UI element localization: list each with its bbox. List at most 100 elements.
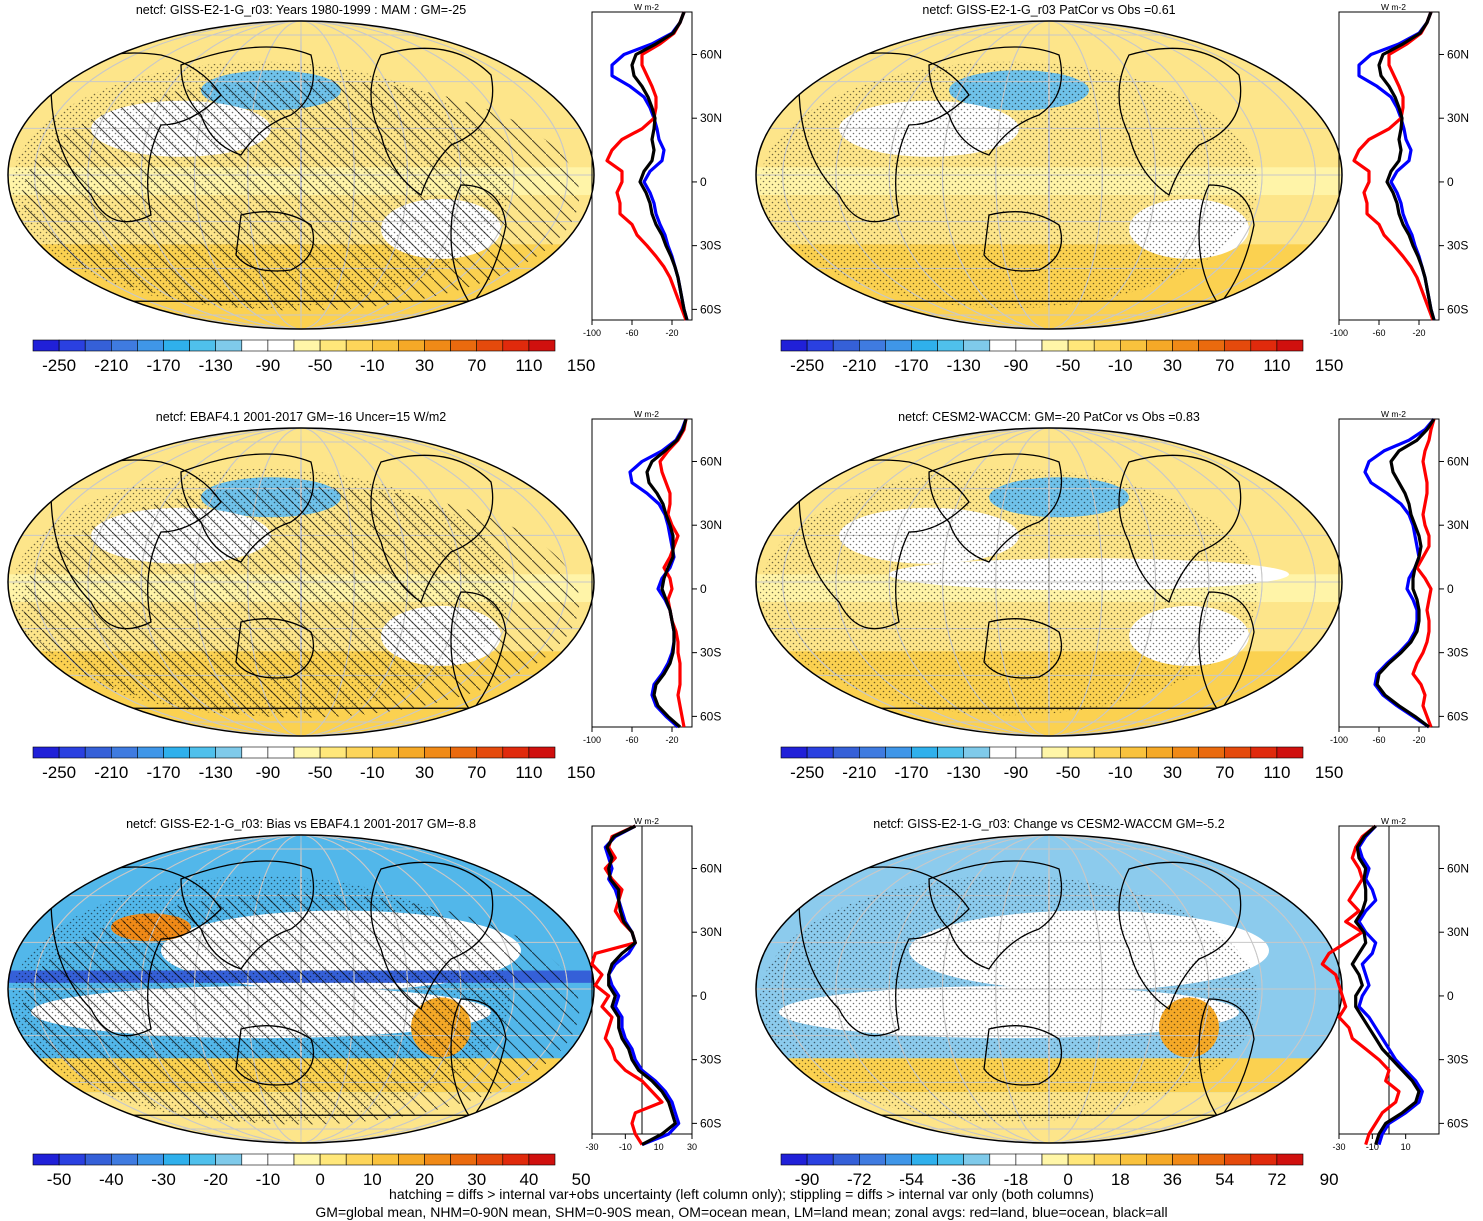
colorbar-swatch [885,746,912,759]
lat-tick-label: 60S [1447,302,1468,316]
x-tick-label: -60 [625,735,638,745]
colorbar-swatch [528,339,556,352]
colorbar-swatch [371,746,399,759]
colorbar-swatch [989,339,1017,352]
x-tick-label: 10 [1401,1142,1411,1152]
colorbar-swatch [476,339,504,352]
colorbar-label: 150 [567,763,595,782]
colorbar-label: 30 [415,356,434,375]
colorbar-swatch [528,1153,556,1166]
colorbar-label: -54 [899,1170,924,1189]
lat-tick-label: 30N [700,111,722,125]
panel-5: netcf: GISS-E2-1-G_r03: Bias vs EBAF4.1 … [7,816,722,1189]
hatch-overlay [22,79,580,311]
colorbar-label: 110 [1263,763,1290,782]
map [7,427,595,737]
colorbar-swatch [32,1153,60,1166]
colorbar-label: -250 [790,763,824,782]
colorbar-label: -210 [842,356,876,375]
colorbar-label: -170 [146,356,180,375]
colorbar-swatch [163,339,190,352]
panel-4: netcf: CESM2-WACCM: GM=-20 PatCor vs Obs… [755,409,1469,782]
continent-north-america [370,861,494,1011]
lat-tick-label: 30S [1447,1053,1468,1067]
colorbar-swatch [398,339,425,352]
x-tick-label: -20 [665,328,678,338]
series-all [605,824,677,1147]
colorbar-swatch [215,746,243,759]
colorbar-swatch [371,1153,399,1166]
colorbar-swatch [1067,746,1095,759]
colorbar-label: 30 [1163,763,1182,782]
colorbar-swatch [502,1153,530,1166]
colorbar-swatch [1120,1153,1147,1166]
colorbar-swatch [963,1153,991,1166]
colorbar: -50 -40 -30 -20 -10 0 10 20 30 40 50 [32,1153,591,1189]
colorbar-label: -90 [1004,763,1029,782]
map [755,834,1343,1144]
colorbar-label: -40 [99,1170,124,1189]
lat-tick-label: 60N [700,47,722,61]
colorbar-swatch [1172,746,1199,759]
colorbar-swatch [1250,746,1278,759]
lat-tick-label: 0 [1447,175,1454,189]
map-border [7,20,595,330]
map-border [755,20,1343,330]
colorbar-label: 110 [515,763,542,782]
legend-note: GM=global mean, NHM=0-90N mean, SHM=0-90… [315,1204,1168,1220]
colorbar-swatch [111,746,138,759]
colorbar-swatch [111,1153,138,1166]
colorbar-label: 0 [1063,1170,1072,1189]
colorbar-swatch [937,339,964,352]
x-tick-label: -100 [1330,328,1348,338]
colorbar-label: -130 [199,763,233,782]
colorbar-swatch [1276,339,1304,352]
colorbar-label: 30 [1163,356,1182,375]
colorbar-swatch [1198,339,1225,352]
colorbar-swatch [1198,1153,1225,1166]
colorbar-swatch [398,746,425,759]
colorbar-label: -250 [790,356,824,375]
lat-tick-label: 30N [1447,111,1469,125]
colorbar-swatch [1041,1153,1069,1166]
continent-australia [983,618,1063,679]
series-land [1352,11,1435,321]
stipple-overlay [759,875,1259,1123]
continent-australia [235,618,315,679]
colorbar-label: -130 [947,356,981,375]
colorbar: -250 -210 -170 -130 -90 -50 -10 30 70 110 150 [780,746,1343,782]
colorbar-swatch [502,746,530,759]
x-tick-label: -100 [583,735,601,745]
series-ocean [1363,417,1436,729]
colorbar-swatch [398,1153,425,1166]
colorbar-swatch [858,1153,886,1166]
panel-title: netcf: GISS-E2-1-G_r03: Years 1980-1999 … [136,3,466,17]
colorbar-swatch [371,339,399,352]
colorbar-swatch [319,746,347,759]
colorbar-label: -210 [94,763,128,782]
colorbar-swatch [215,1153,243,1166]
series-all [1375,418,1436,729]
colorbar-swatch [1093,1153,1121,1166]
colorbar-label: 70 [467,356,486,375]
map [755,20,1343,330]
continent-north-america [370,454,494,604]
colorbar-swatch [858,746,886,759]
colorbar-label: -130 [947,763,981,782]
panel-6: netcf: GISS-E2-1-G_r03: Change vs CESM2-… [755,816,1469,1189]
colorbar-swatch [502,339,530,352]
panel-title: netcf: CESM2-WACCM: GM=-20 PatCor vs Obs… [898,410,1200,424]
colorbar-swatch [963,339,991,352]
map [7,20,595,330]
map [755,427,1343,737]
map-border [755,427,1343,737]
x-tick-label: -60 [1372,328,1385,338]
colorbar-label: -90 [795,1170,820,1189]
colorbar-swatch [137,339,164,352]
colorbar-label: -170 [894,356,928,375]
colorbar-swatch [832,1153,860,1166]
colorbar-swatch [293,1153,321,1166]
colorbar-swatch [1198,746,1225,759]
lat-tick-label: 60S [1447,709,1468,723]
colorbar-label: 72 [1267,1170,1286,1189]
